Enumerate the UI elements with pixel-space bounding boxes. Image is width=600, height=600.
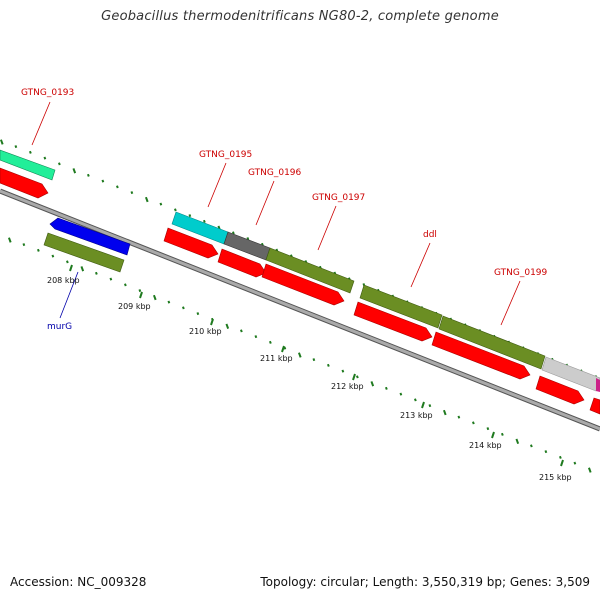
scale-label-208: 208 kbp [47, 276, 80, 285]
gc-dot [225, 323, 230, 329]
gc-dot [116, 185, 119, 189]
gc-dot [544, 450, 548, 454]
scale-label-215: 215 kbp [539, 473, 572, 482]
scale-ticks [69, 264, 564, 467]
backbone [0, 188, 600, 432]
gc-dot [182, 306, 185, 310]
gc-dot [515, 438, 520, 445]
cds-arrow[interactable] [217, 248, 267, 278]
scale-labels: 208 kbp 209 kbp 210 kbp 211 kbp 212 kbp … [47, 276, 572, 482]
gc-dot [37, 248, 40, 252]
gc-dot [327, 363, 330, 367]
gc-dot [559, 455, 562, 459]
gc-dot [341, 369, 345, 373]
gc-dot [124, 283, 127, 287]
scale-label-211: 211 kbp [260, 354, 293, 363]
gc-dot [312, 358, 316, 362]
gene-label-GTNG_0199[interactable]: GTNG_0199 [494, 268, 548, 278]
cds-arrow[interactable] [589, 397, 600, 415]
gene-label-GTNG_0196[interactable]: GTNG_0196 [248, 168, 302, 178]
gc-dot [588, 467, 592, 473]
gc-dot [167, 300, 171, 304]
gc-dot [202, 219, 206, 223]
gene-ddl-feature[interactable] [359, 284, 443, 329]
gc-dot [101, 179, 105, 183]
scale-label-213: 213 kbp [400, 411, 433, 420]
gc-dot [457, 415, 461, 419]
gc-dot [87, 173, 90, 177]
gc-dot [130, 191, 134, 195]
genome-summary-text: Topology: circular; Length: 3,550,319 bp… [260, 575, 590, 589]
gc-dot [501, 432, 504, 436]
gc-dot [138, 289, 142, 293]
gene-label-GTNG_0195[interactable]: GTNG_0195 [199, 150, 252, 160]
gene-GTNG_0199-feature[interactable] [438, 315, 546, 370]
gc-dot [370, 381, 375, 387]
gc-dot [239, 329, 243, 333]
gc-dot [356, 375, 359, 379]
cds-arrow[interactable] [535, 375, 585, 405]
gene-label-murG[interactable]: murG [47, 322, 72, 332]
gc-dot [159, 202, 163, 206]
gc-dot [72, 168, 77, 174]
gc-dot [428, 404, 432, 408]
map-title: Geobacillus thermodenitrificans NG80-2, … [101, 9, 499, 24]
gc-dot [188, 214, 192, 218]
gene-GTNG_0193-feature[interactable] [0, 149, 56, 181]
gc-dot [399, 392, 403, 396]
cds-track-forward [0, 167, 600, 415]
gc-dot [443, 409, 447, 416]
gc-dot [530, 444, 533, 448]
gc-dot [51, 254, 55, 258]
gc-dot [196, 312, 200, 316]
reverse-feature-track [43, 217, 131, 273]
gc-dot [414, 398, 417, 402]
gc-dot [153, 294, 157, 301]
gc-dot [109, 277, 113, 281]
cds-arrow[interactable] [0, 167, 49, 199]
gc-dot [298, 352, 302, 358]
gc-dot [486, 427, 490, 431]
scale-label-212: 212 kbp [331, 382, 364, 391]
gc-dot [14, 145, 18, 149]
gc-dot [254, 335, 258, 339]
gc-dot [80, 266, 85, 272]
gc-dot [471, 421, 475, 425]
gc-dot [269, 340, 272, 344]
accession-text: Accession: NC_009328 [10, 575, 147, 589]
gc-dot [7, 237, 12, 243]
gc-dot [66, 260, 69, 264]
gc-dot [58, 162, 61, 166]
gene-murG-feature[interactable] [43, 232, 125, 273]
gene-GTNG_0197-feature[interactable] [265, 247, 355, 294]
gene-label-GTNG_0193[interactable]: GTNG_0193 [21, 88, 74, 98]
gene-label-ddl[interactable]: ddl [423, 230, 437, 240]
cds-arrow[interactable] [353, 301, 433, 342]
gene-edge-feature[interactable] [596, 378, 600, 392]
gc-dot [173, 208, 177, 212]
gc-dots-lower [7, 237, 592, 473]
scale-label-214: 214 kbp [469, 441, 502, 450]
gc-dot [94, 271, 98, 275]
gene-label-GTNG_0197[interactable]: GTNG_0197 [312, 193, 365, 203]
gc-dot [43, 156, 47, 160]
gc-dot [385, 386, 388, 390]
outer-feature-track [0, 149, 600, 392]
scale-label-210: 210 kbp [189, 327, 222, 336]
gc-dot [28, 150, 32, 154]
scale-label-209: 209 kbp [118, 302, 151, 311]
cds-arrow[interactable] [431, 331, 531, 380]
cds-arrow[interactable] [163, 227, 219, 259]
gene-reverse-blue[interactable] [49, 217, 131, 256]
gc-dot [145, 196, 149, 203]
label-leaders [31, 101, 521, 326]
gc-dot [22, 243, 26, 247]
gene-labels: GTNG_0193 GTNG_0195 GTNG_0196 GTNG_0197 … [21, 88, 548, 332]
cds-arrow[interactable] [261, 263, 345, 306]
gc-dot [573, 461, 577, 465]
gc-dot [0, 139, 4, 145]
